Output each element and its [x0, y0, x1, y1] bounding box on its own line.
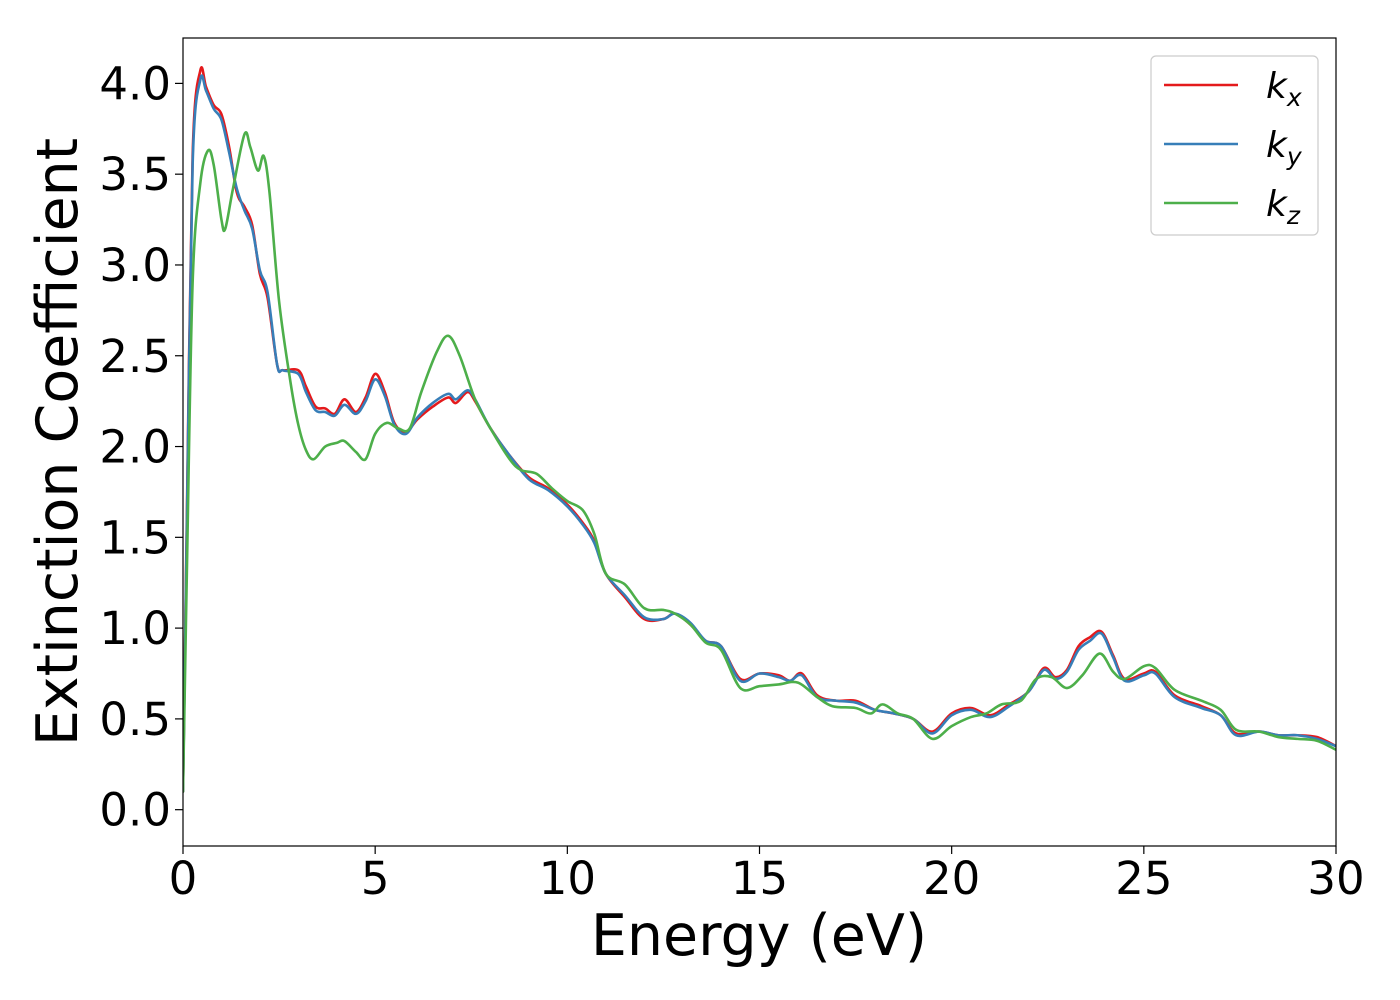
legend-label-kz: kz — [1266, 184, 1301, 230]
x-tick-label: 0 — [169, 852, 198, 905]
legend-label-base: k — [1266, 184, 1289, 225]
y-tick-label: 3.0 — [99, 239, 171, 292]
x-axis-label: Energy (eV) — [591, 903, 927, 969]
y-tick-label: 4.0 — [99, 57, 171, 110]
x-tick-label: 15 — [731, 852, 788, 905]
y-tick-label: 2.5 — [99, 330, 171, 383]
legend-label-ky: ky — [1266, 125, 1303, 171]
x-tick-label: 30 — [1307, 852, 1364, 905]
legend-label-subscript: z — [1286, 201, 1301, 230]
y-tick-label: 0.5 — [99, 693, 171, 746]
series-line-ky — [183, 74, 1336, 793]
y-tick-label: 0.0 — [99, 784, 171, 837]
plot-area-frame — [182, 37, 1337, 847]
y-tick-label: 2.0 — [99, 421, 171, 474]
y-tick-label: 3.5 — [99, 148, 171, 201]
y-tick-label: 1.5 — [99, 511, 171, 564]
x-axis-ticks: 0 5 10 15 20 25 30 — [169, 846, 1365, 905]
legend-label-subscript: y — [1286, 142, 1303, 171]
y-axis-ticks: 0.0 0.5 1.0 1.5 2.0 2.5 3.0 3.5 4.0 — [99, 57, 183, 837]
x-tick-label: 25 — [1115, 852, 1172, 905]
legend-label-kx: kx — [1266, 66, 1302, 112]
legend-label-subscript: x — [1286, 83, 1302, 112]
legend-label-base: k — [1266, 125, 1289, 166]
y-tick-label: 1.0 — [99, 602, 171, 655]
x-tick-label: 10 — [539, 852, 596, 905]
legend-frame — [1150, 55, 1319, 236]
series-line-kz — [183, 131, 1336, 793]
y-axis-label: Extinction Coefficient — [25, 138, 91, 746]
x-tick-label: 20 — [923, 852, 980, 905]
legend-label-base: k — [1266, 66, 1289, 107]
x-tick-label: 5 — [361, 852, 390, 905]
series-lines — [183, 66, 1336, 793]
